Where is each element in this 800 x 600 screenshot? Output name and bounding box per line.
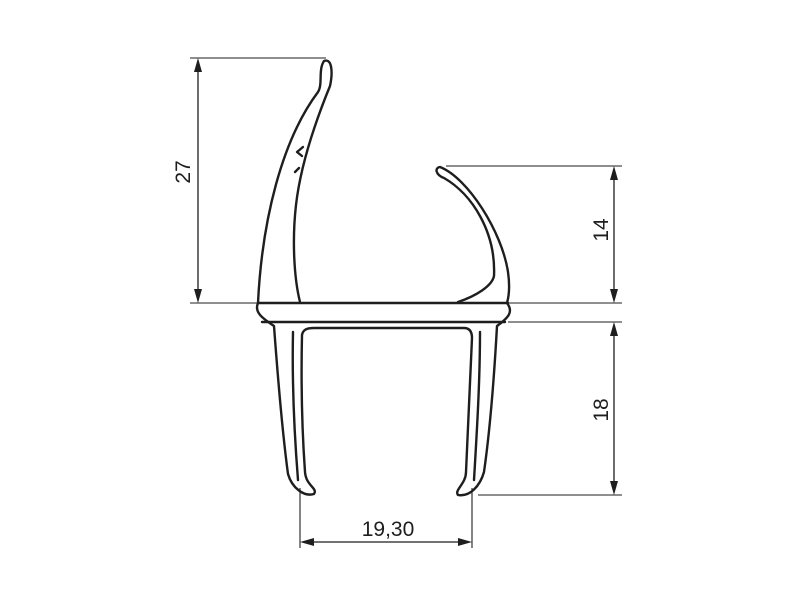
dimension-channel-width: 19,30	[299, 488, 473, 548]
fin-notch-lower	[293, 166, 301, 174]
dimension-label-18: 18	[590, 398, 613, 421]
dimension-label-27: 27	[172, 160, 195, 183]
right-leg-inner	[472, 330, 482, 482]
dimension-upper-lip-height: 14	[446, 165, 622, 304]
seal-profile	[255, 59, 512, 497]
left-leg-outer	[255, 301, 512, 497]
dimension-total-height: 27	[172, 57, 326, 304]
dimension-lower-leg-height: 18	[478, 321, 622, 496]
dimension-label-19-30: 19,30	[362, 518, 415, 541]
left-fin-outline	[256, 59, 333, 305]
right-lip-outline	[435, 165, 511, 305]
fin-notch	[295, 145, 305, 158]
dimension-label-14: 14	[590, 218, 613, 242]
left-leg-inner	[291, 330, 300, 482]
